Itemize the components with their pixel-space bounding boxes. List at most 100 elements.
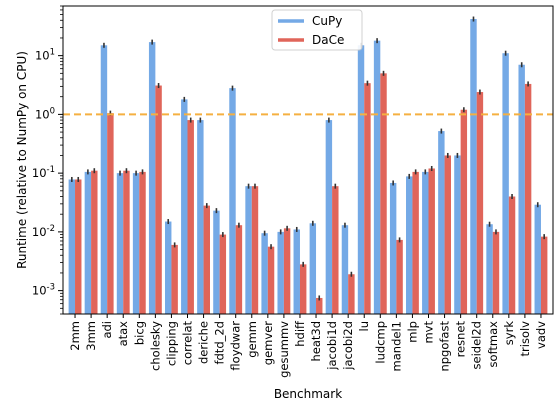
x-tick-label-cholesky: cholesky [148,321,162,371]
bar-cupy-gesummv [277,231,284,314]
bar-cupy-clipping [165,221,172,314]
bar-cupy-syrk [502,53,509,315]
x-tick-label-jacobi1d: jacobi1d [325,321,339,371]
bar-dace-hdiff [299,264,307,314]
x-tick-label-gesummv: gesummv [277,321,291,378]
x-tick-label-gemm: gemm [245,321,259,358]
x-tick-label-gemver: gemver [261,321,275,365]
bar-dace-mvt [428,168,435,314]
bar-cupy-trisolv [518,64,525,315]
bar-dace-resnet [460,109,468,315]
bar-cupy-hdiff [293,229,300,314]
bar-cupy-bicg [132,173,140,314]
legend: CuPy DaCe [271,9,363,51]
bar-cupy-jacobi1d [325,120,333,314]
bar-dace-gemver [267,246,275,314]
bar-dace-seidel2d [476,92,484,314]
bar-cupy-heat3d [309,223,317,314]
x-tick-label-deriche: deriche [197,321,211,364]
x-tick-label-syrk: syrk [502,321,516,346]
bar-cupy-vadv [534,204,541,314]
bar-cupy-fdtd_2d [213,210,220,314]
bar-dace-atax [123,170,130,314]
legend-label-dace: DaCe [312,33,344,47]
bar-dace-correlat [187,120,194,314]
x-tick-label-jacobi2d: jacobi2d [341,321,355,371]
bar-dace-npgofast [444,155,451,314]
bar-cupy-atax [116,173,124,314]
bar-dace-heat3d [316,297,323,314]
x-tick-label-adi: adi [100,321,114,339]
bar-dace-adi [107,113,114,314]
x-tick-label-fdtd_2d: fdtd_2d [213,321,227,365]
x-axis-title: Benchmark [274,387,342,401]
y-axis-title: Runtime (relative to NumPy on CPU) [15,51,29,269]
bar-cupy-seidel2d [470,19,477,315]
x-tick-label-vadv: vadv [534,321,548,349]
x-tick-label-2mm: 2mm [68,321,82,351]
bar-cupy-gemm [245,186,252,314]
bar-cupy-gemver [261,233,268,314]
bar-cupy-correlat [181,99,188,314]
x-tick-label-softmax: softmax [486,321,500,368]
bar-dace-ludcmp [380,73,387,314]
bar-dace-bicg [139,171,146,314]
bar-dace-vadv [540,236,548,314]
bar-cupy-softmax [486,224,493,314]
bar-dace-syrk [508,196,516,314]
bar-dace-3mm [91,170,98,314]
bar-cupy-3mm [84,171,92,314]
bar-dace-2mm [75,179,82,314]
x-tick-label-trisolv: trisolv [518,321,532,357]
y-tick-label: 10-1 [32,165,55,180]
y-tick-label: 101 [35,48,55,63]
bar-cupy-adi [100,45,108,315]
bar-cupy-mlp [406,176,413,314]
x-tick-label-npgofast: npgofast [438,321,452,372]
bar-dace-mandel1 [396,239,403,314]
x-tick-label-atax: atax [116,321,130,347]
plot-frame [62,5,554,315]
x-tick-label-hdiff: hdiff [293,320,307,347]
bar-dace-floydwar [235,225,243,314]
bar-dace-fdtd_2d [219,234,227,314]
bar-dace-lu [364,83,371,314]
bar-cupy-2mm [68,179,76,314]
x-tick-label-clipping: clipping [164,321,178,366]
bar-dace-gesummv [283,228,291,314]
bar-dace-gemm [251,186,259,314]
y-tick-label: 10-3 [32,283,55,298]
bar-dace-deriche [203,205,210,314]
bar-cupy-lu [357,45,365,315]
y-tick-label: 10-2 [32,224,55,239]
x-tick-label-floydwar: floydwar [229,321,243,371]
x-tick-label-mvt: mvt [422,321,436,344]
bar-dace-jacobi1d [332,186,339,314]
x-tick-label-lu: lu [357,321,371,331]
bar-dace-jacobi2d [348,274,355,314]
bar-cupy-cholesky [148,42,156,315]
x-tick-label-seidel2d: seidel2d [470,321,484,369]
bar-dace-mlp [412,171,419,314]
bar-dace-clipping [171,244,178,314]
bar-dace-softmax [492,231,500,314]
x-tick-label-mandel1: mandel1 [389,321,403,371]
bar-cupy-mvt [422,171,429,314]
x-tick-label-resnet: resnet [454,321,468,358]
x-tick-label-correlat: correlat [181,321,195,366]
bar-cupy-resnet [454,155,461,314]
y-tick-label: 100 [35,106,55,121]
bar-cupy-ludcmp [373,40,381,315]
x-tick-label-3mm: 3mm [84,321,98,351]
x-tick-label-bicg: bicg [132,321,146,345]
bar-cupy-jacobi2d [341,225,349,314]
bar-cupy-floydwar [229,88,236,315]
legend-label-cupy: CuPy [312,14,342,28]
bar-cupy-npgofast [438,131,445,314]
axes: 10-3 10-2 10-1 100 101 2mm 3mm adi atax bicg chole… [32,5,554,378]
bar-cupy-mandel1 [389,182,397,314]
bar-dace-cholesky [155,85,162,315]
x-tick-label-heat3d: heat3d [309,321,323,362]
